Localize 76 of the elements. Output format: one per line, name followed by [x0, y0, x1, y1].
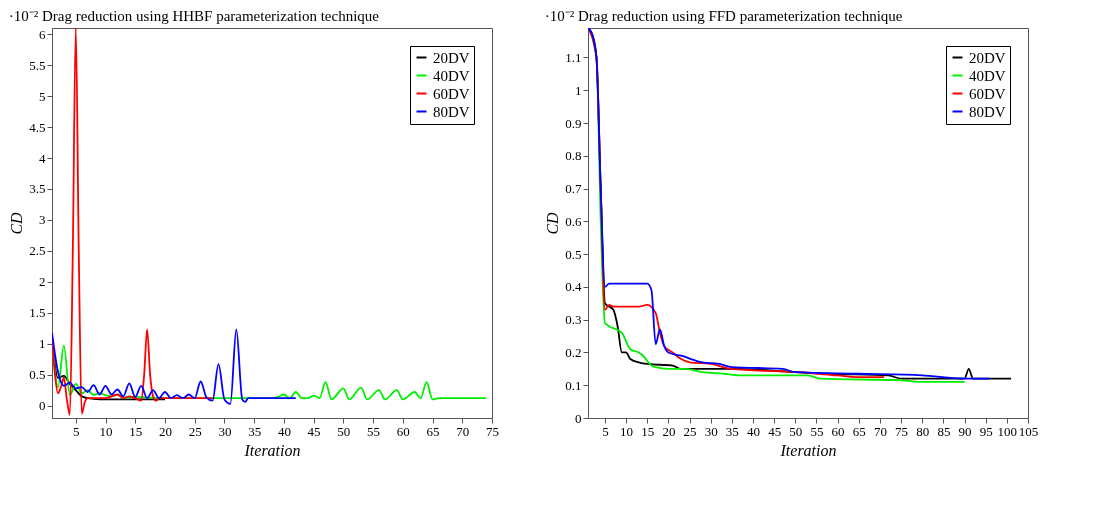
legend-label: 60DV: [969, 85, 1006, 102]
y-tick-label: 1: [39, 336, 46, 352]
x-tick-label: 70: [873, 423, 887, 439]
x-tick-label: 25: [683, 423, 697, 439]
x-tick-label: 85: [937, 423, 951, 439]
x-tick-label: 95: [979, 423, 993, 439]
y-tick-label: 1: [575, 82, 582, 98]
x-axis-title: Iteration: [779, 441, 837, 459]
legend-label: 40DV: [969, 67, 1006, 84]
legend-label: 80DV: [433, 103, 470, 120]
x-tick-label: 5: [602, 423, 609, 439]
y-tick-label: 3.5: [29, 181, 46, 197]
y-tick-label: 2.5: [29, 243, 46, 259]
x-tick-label: 30: [218, 423, 232, 439]
x-tick-label: 65: [852, 423, 866, 439]
y-tick-label: 0.7: [565, 181, 582, 197]
x-tick-label: 35: [725, 423, 739, 439]
x-tick-label: 10: [620, 423, 634, 439]
y-tick-label: 3: [39, 212, 46, 228]
y-tick-label: 0.6: [565, 213, 582, 229]
x-tick-label: 65: [426, 423, 440, 439]
x-tick-label: 20: [158, 423, 172, 439]
y-tick-label: 4.5: [29, 119, 46, 135]
legend-label: 40DV: [433, 67, 470, 84]
x-axis-title: Iteration: [243, 441, 301, 459]
y-tick-label: 0.1: [565, 377, 582, 393]
x-tick-label: 75: [486, 423, 499, 439]
legend-label: 80DV: [969, 103, 1006, 120]
x-tick-label: 100: [997, 423, 1018, 439]
y-tick-label: 0: [39, 398, 46, 414]
y-tick-label: 0.5: [565, 246, 582, 262]
y-tick-label: 0.8: [565, 148, 582, 164]
y-tick-label: 0.3: [565, 312, 582, 328]
y-axis-title: CD: [544, 211, 562, 235]
x-tick-label: 105: [1018, 423, 1039, 439]
chart-title: ·10⁻² Drag reduction using HHBF parameterization technique: [8, 8, 380, 24]
x-tick-label: 35: [248, 423, 262, 439]
x-tick-label: 70: [456, 423, 470, 439]
x-tick-label: 55: [810, 423, 824, 439]
x-tick-label: 55: [367, 423, 381, 439]
y-tick-label: 5.5: [29, 57, 46, 73]
x-tick-label: 45: [768, 423, 782, 439]
x-tick-label: 60: [396, 423, 410, 439]
x-tick-label: 90: [958, 423, 972, 439]
x-tick-label: 60: [831, 423, 845, 439]
x-tick-label: 80: [916, 423, 930, 439]
legend-label: 20DV: [433, 49, 470, 66]
y-tick-label: 5: [39, 88, 46, 104]
y-tick-label: 6: [39, 26, 46, 42]
x-tick-label: 10: [99, 423, 113, 439]
x-tick-label: 20: [662, 423, 676, 439]
y-tick-label: 0.2: [565, 344, 582, 360]
legend-label: 60DV: [433, 85, 470, 102]
x-tick-label: 30: [704, 423, 718, 439]
y-tick-label: 0.4: [565, 279, 582, 295]
x-tick-label: 15: [641, 423, 655, 439]
y-tick-label: 2: [39, 274, 46, 290]
x-tick-label: 25: [188, 423, 202, 439]
chart-title: ·10⁻² Drag reduction using FFD parameterization technique: [544, 8, 903, 24]
y-tick-label: 0.5: [29, 367, 46, 383]
x-tick-label: 75: [895, 423, 909, 439]
x-tick-label: 5: [73, 423, 80, 439]
y-tick-label: 1.5: [29, 305, 46, 321]
x-tick-label: 50: [337, 423, 351, 439]
x-tick-label: 40: [277, 423, 291, 439]
x-tick-label: 50: [789, 423, 803, 439]
y-tick-label: 4: [39, 150, 46, 166]
y-tick-label: 1.1: [565, 50, 582, 65]
legend-label: 20DV: [969, 49, 1006, 66]
x-tick-label: 40: [747, 423, 760, 439]
y-axis-title: CD: [8, 211, 26, 235]
x-tick-label: 45: [307, 423, 321, 439]
y-tick-label: 0: [575, 410, 582, 426]
x-tick-label: 15: [129, 423, 143, 439]
line-series: [52, 328, 297, 405]
y-tick-label: 0.9: [565, 115, 582, 131]
